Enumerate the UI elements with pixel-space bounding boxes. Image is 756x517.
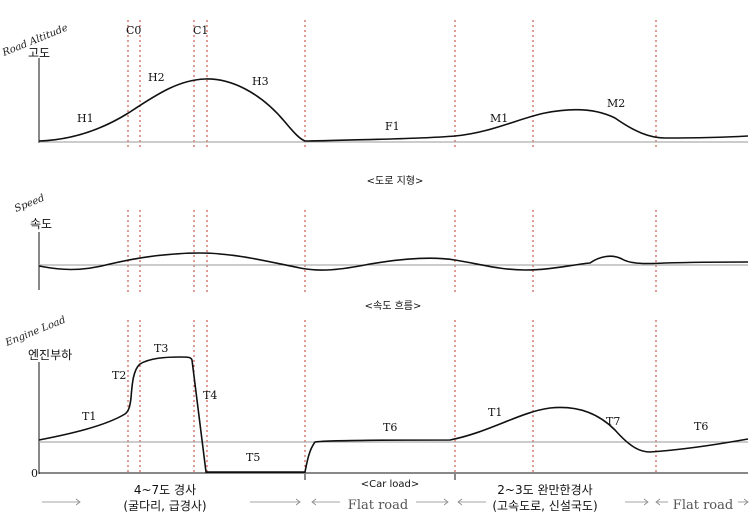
- segment-label-t7: T7: [606, 415, 620, 428]
- segment-label-m1: M1: [490, 112, 508, 125]
- segment-label-t6b: T6: [694, 420, 708, 433]
- range-arrows: [42, 498, 749, 506]
- load-title: 엔진부하: [28, 348, 72, 362]
- marker-label-c1: C1: [193, 24, 208, 37]
- speed-title: 속도: [30, 217, 52, 231]
- speed-curve: [38, 252, 749, 271]
- segment-label-h3: H3: [252, 75, 269, 88]
- slope2-label: 2~3도 완만한경사: [497, 483, 592, 497]
- marker-label-c0: C0: [126, 24, 141, 37]
- altitude-title: 고도: [28, 46, 50, 60]
- range-ticks: [304, 474, 456, 480]
- flat-road-label-2: Flat road: [673, 498, 733, 513]
- load-zero-label: 0: [31, 467, 38, 480]
- speed-caption: <속도 흐름>: [365, 300, 422, 312]
- segment-label-m2: M2: [607, 97, 625, 110]
- segment-label-t3: T3: [154, 342, 168, 355]
- flat-road-label-1: Flat road: [348, 498, 408, 513]
- slope1-sublabel: (굴다리, 급경사): [123, 499, 206, 513]
- segment-label-f1: F1: [385, 120, 400, 133]
- segment-label-t1a: T1: [82, 410, 96, 423]
- segment-label-t5: T5: [246, 451, 260, 464]
- load-rotated-label: Engine Load: [3, 315, 67, 350]
- segment-label-t4: T4: [203, 389, 217, 402]
- segment-label-t1b: T1: [488, 406, 502, 419]
- segment-label-t6a: T6: [383, 421, 397, 434]
- dashed-marker-lines: [127, 20, 657, 474]
- segment-label-t2: T2: [112, 369, 126, 382]
- slope2-sublabel: (고속도로, 신설국도): [492, 499, 597, 513]
- altitude-caption: <도로 지형>: [367, 175, 424, 187]
- speed-rotated-label: Speed: [13, 193, 46, 215]
- engine-load-curve: [38, 356, 749, 473]
- load-caption: <Car load>: [361, 479, 420, 490]
- segment-label-h2: H2: [148, 71, 165, 84]
- segment-label-h1: H1: [77, 112, 94, 125]
- slope1-label: 4~7도 경사: [134, 483, 196, 497]
- altitude-curve: [38, 78, 749, 142]
